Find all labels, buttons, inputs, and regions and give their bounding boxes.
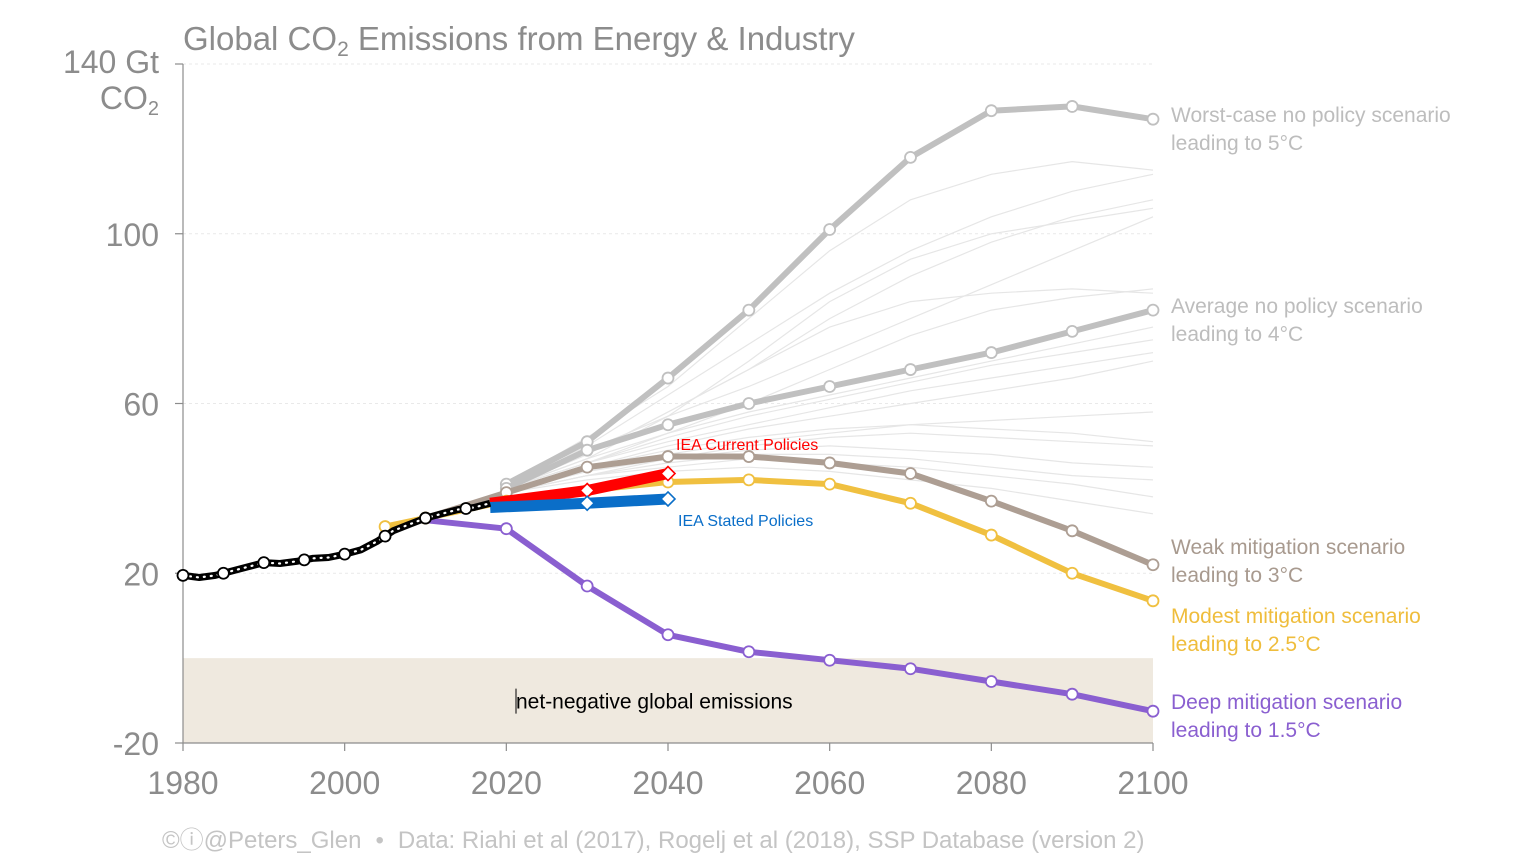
worst-point bbox=[742, 303, 756, 317]
net-negative-band-label: net-negative global emissions bbox=[516, 691, 793, 714]
series-labels: Worst-case no policy scenario leading to … bbox=[676, 104, 1451, 742]
y-axis-unit-line2: CO2 bbox=[99, 80, 159, 120]
background-scenario-line bbox=[506, 360, 1154, 489]
weak-scenario-label: Weak mitigation scenario leading to 3°C bbox=[1171, 536, 1405, 587]
deep-scenario-line bbox=[422, 517, 1156, 715]
worst-point bbox=[904, 150, 917, 164]
average-point bbox=[904, 363, 917, 376]
x-tick-label: 1980 bbox=[147, 765, 218, 801]
weak-point bbox=[904, 467, 917, 480]
y-tick-label: 60 bbox=[123, 387, 159, 423]
background-scenario-line bbox=[506, 445, 1154, 494]
iea_stated-diamond bbox=[579, 495, 596, 512]
y-axis-unit-label: 140 Gt CO2 bbox=[63, 44, 159, 127]
worst-point bbox=[1065, 100, 1079, 113]
y-tick-label: -20 bbox=[113, 726, 159, 762]
average-scenario-label: Average no policy scenario leading to 4°C bbox=[1171, 295, 1423, 346]
weak-point bbox=[661, 450, 675, 463]
historical-point bbox=[257, 556, 271, 570]
modest-point bbox=[984, 528, 998, 542]
x-tick-label: 2000 bbox=[309, 765, 380, 801]
historical-line bbox=[182, 499, 492, 581]
x-tick-label: 2060 bbox=[794, 765, 865, 801]
scenario-series bbox=[176, 100, 1160, 718]
x-tick-label: 2100 bbox=[1117, 765, 1188, 801]
background-scenario-line bbox=[506, 339, 1154, 489]
average-point bbox=[580, 443, 594, 457]
worst-scenario-label: Worst-case no policy scenario leading to … bbox=[1171, 104, 1451, 155]
historical-point bbox=[176, 568, 190, 582]
average-point bbox=[1065, 324, 1079, 338]
average-point bbox=[742, 397, 756, 410]
iea-stated-label: IEA Stated Policies bbox=[678, 513, 813, 530]
x-tick-label: 2040 bbox=[632, 765, 703, 801]
background-scenario-line bbox=[506, 326, 1154, 489]
footer-handle: ©ⓘ@Peters_Glen bbox=[162, 827, 362, 854]
weak-point bbox=[984, 494, 998, 508]
modest-point bbox=[1146, 594, 1160, 608]
weak-point bbox=[742, 450, 756, 463]
weak-point bbox=[823, 456, 837, 470]
modest-point bbox=[1065, 566, 1079, 580]
net-negative-band: net-negative global emissions bbox=[183, 658, 1153, 743]
x-tick-label: 2020 bbox=[471, 765, 542, 801]
worst-point bbox=[1146, 112, 1160, 126]
deep-point bbox=[742, 645, 756, 659]
y-tick-label: 100 bbox=[106, 217, 159, 253]
background-scenario-line bbox=[506, 432, 1154, 494]
historical-line-dots bbox=[181, 502, 492, 579]
historical-point bbox=[338, 547, 352, 561]
x-tick-label: 2080 bbox=[956, 765, 1027, 801]
deep-point bbox=[984, 675, 998, 688]
background-scenario-line bbox=[506, 352, 1154, 489]
worst-point bbox=[984, 104, 998, 118]
worst-point bbox=[823, 223, 837, 236]
average-point bbox=[661, 418, 675, 432]
modest-scenario-label: Modest mitigation scenario leading to 2.5… bbox=[1171, 605, 1421, 656]
deep-point bbox=[1065, 687, 1079, 701]
worst-scenario-line bbox=[503, 103, 1156, 488]
modest-point bbox=[904, 496, 917, 510]
weak-point bbox=[1146, 558, 1160, 572]
y-tick-label: 20 bbox=[123, 556, 159, 592]
deep-point bbox=[661, 628, 675, 642]
background-scenario-line bbox=[506, 466, 1154, 515]
average-point bbox=[984, 346, 998, 359]
background-scenario-line bbox=[506, 453, 1154, 494]
historical-point bbox=[378, 529, 392, 543]
footer-source: Data: Riahi et al (2017), Rogelj et al (… bbox=[397, 827, 1145, 854]
deep-point bbox=[580, 579, 594, 593]
historical-point bbox=[459, 502, 473, 515]
background-scenario-line bbox=[506, 173, 1154, 489]
background-scenarios bbox=[506, 160, 1154, 515]
iea_stated-diamond bbox=[659, 490, 677, 508]
average-point bbox=[1146, 303, 1160, 317]
weak-scenario-line bbox=[422, 453, 1156, 568]
average-point bbox=[823, 380, 837, 393]
deep-point bbox=[904, 662, 917, 676]
deep-point bbox=[499, 522, 513, 536]
footer-credits: ©ⓘ@Peters_Glen • Data: Riahi et al (2017),… bbox=[162, 820, 1144, 855]
weak-point bbox=[1065, 524, 1079, 538]
iea_current-diamond bbox=[659, 465, 677, 482]
y-axis-unit-line1: 140 Gt bbox=[62, 44, 159, 80]
historical-point bbox=[217, 566, 230, 580]
historical-point bbox=[297, 553, 311, 567]
deep-point bbox=[823, 653, 837, 667]
deep-point bbox=[1146, 704, 1160, 718]
footer-bullet: • bbox=[375, 827, 384, 854]
net-negative-band-rect bbox=[183, 658, 1153, 743]
historical-point bbox=[419, 511, 432, 525]
background-scenario-line bbox=[506, 288, 1154, 489]
worst-point bbox=[661, 371, 675, 385]
iea-current-label: IEA Current Policies bbox=[676, 437, 818, 454]
weak-point bbox=[580, 460, 594, 474]
deep-scenario-label: Deep mitigation scenario leading to 1.5°C bbox=[1171, 691, 1402, 742]
chart-title: Global CO2 Emissions from Energy & Indus… bbox=[183, 20, 855, 61]
modest-point bbox=[742, 473, 756, 487]
modest-point bbox=[823, 477, 837, 491]
